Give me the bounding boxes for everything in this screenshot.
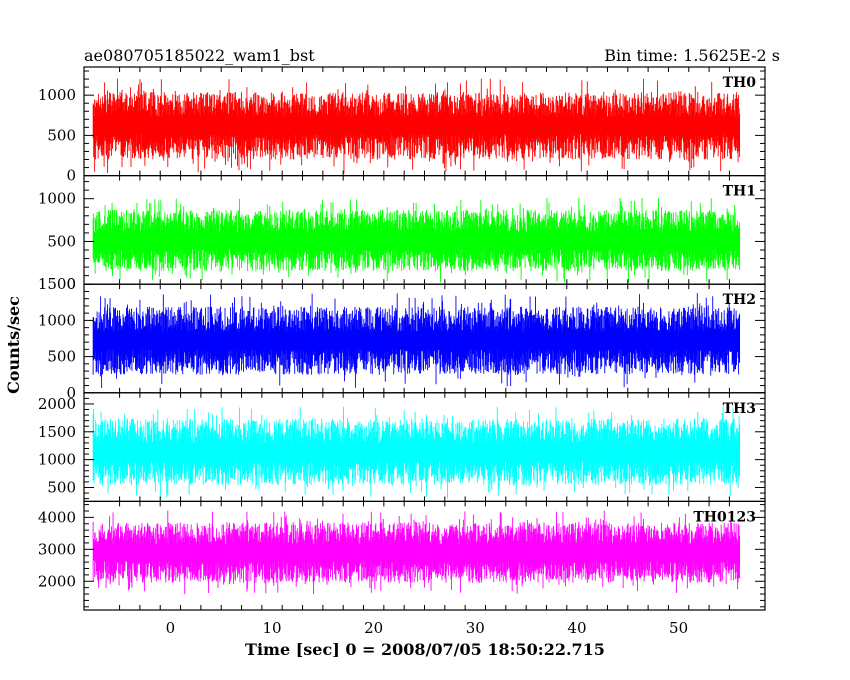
x-tick-label: 20 — [364, 619, 383, 637]
x-axis: 0 10 20 30 40 50 — [166, 619, 689, 637]
panel-label-th3: TH3 — [723, 401, 756, 417]
y-tick-label: 3000 — [38, 540, 76, 558]
series-line-th3 — [92, 405, 741, 499]
x-tick-label: 0 — [166, 619, 176, 637]
y-tick-label: 500 — [47, 348, 76, 366]
x-tick-label: 10 — [262, 619, 281, 637]
y-tick-label: 1000 — [38, 190, 76, 208]
series-line-th2 — [92, 293, 741, 388]
plot-title: ae080705185022_wam1_bst — [84, 46, 315, 65]
y-axis-label: Counts/sec — [4, 296, 23, 394]
y-tick-label: 2000 — [38, 572, 76, 590]
series-line-th0 — [92, 78, 741, 173]
panel-label-th2: TH2 — [723, 292, 756, 308]
y-tick-label: 4000 — [38, 508, 76, 526]
panel-label-th1: TH1 — [723, 184, 756, 200]
x-tick-label: 40 — [567, 619, 586, 637]
series-line-th1 — [92, 197, 741, 283]
y-tick-label: 1500 — [38, 275, 76, 293]
x-tick-label: 50 — [669, 619, 688, 637]
panels-group: 0 500 1000 TH0 0 500 1000 TH1 0 500 1000 1500 TH2 500… — [38, 66, 766, 611]
panel-th2: 0 500 1000 1500 TH2 — [38, 275, 766, 402]
y-tick-label: 500 — [47, 126, 76, 144]
panel-label-th0: TH0 — [723, 75, 757, 91]
panel-th0: 0 500 1000 TH0 — [38, 66, 766, 185]
y-tick-label: 0 — [66, 275, 76, 293]
bin-time-label: Bin time: 1.5625E-2 s — [604, 46, 780, 65]
y-tick-label: 1000 — [38, 451, 76, 469]
y-tick-label: 500 — [47, 232, 76, 250]
y-tick-label: 0 — [66, 384, 76, 402]
panel-th0123: 2000 3000 4000 TH0123 — [38, 500, 766, 611]
y-tick-label: 1500 — [38, 423, 76, 441]
y-tick-label: 500 — [47, 478, 76, 496]
x-tick-label: 30 — [466, 619, 485, 637]
y-tick-label: 2000 — [38, 395, 76, 413]
y-tick-label: 0 — [66, 167, 76, 185]
y-tick-label: 1000 — [38, 86, 76, 104]
panel-th1: 0 500 1000 TH1 — [38, 175, 766, 293]
panel-label-th0123: TH0123 — [693, 509, 756, 525]
x-axis-label: Time [sec] 0 = 2008/07/05 18:50:22.715 — [245, 640, 605, 659]
panel-th3: 500 1000 1500 2000 TH3 — [38, 392, 766, 502]
y-tick-label: 1000 — [38, 311, 76, 329]
series-line-th0123 — [92, 510, 741, 595]
